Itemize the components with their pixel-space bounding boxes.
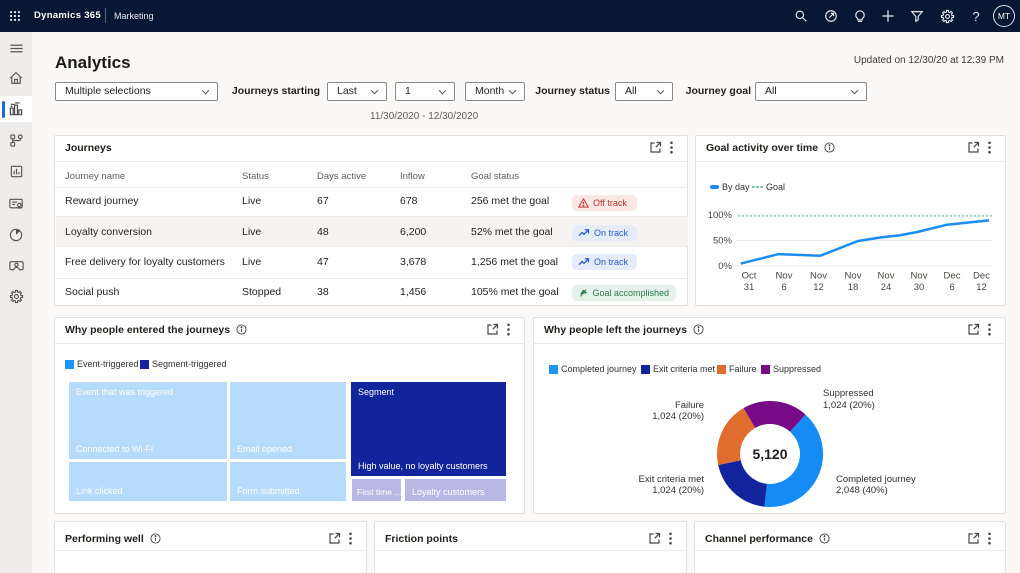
svg-text:31: 31 bbox=[744, 282, 755, 293]
svg-text:18: 18 bbox=[848, 282, 859, 293]
svg-text:0%: 0% bbox=[718, 261, 732, 272]
svg-text:30: 30 bbox=[914, 282, 925, 293]
svg-text:Nov: Nov bbox=[845, 271, 862, 282]
svg-text:Dec: Dec bbox=[973, 271, 990, 282]
svg-text:Nov: Nov bbox=[776, 271, 793, 282]
svg-text:Nov: Nov bbox=[810, 271, 827, 282]
svg-text:24: 24 bbox=[881, 282, 892, 293]
svg-text:6: 6 bbox=[781, 282, 786, 293]
svg-text:Oct: Oct bbox=[742, 271, 757, 282]
svg-text:Nov: Nov bbox=[878, 271, 895, 282]
svg-text:12: 12 bbox=[813, 282, 824, 293]
svg-text:Dec: Dec bbox=[944, 271, 961, 282]
svg-text:100%: 100% bbox=[708, 210, 733, 221]
svg-text:50%: 50% bbox=[713, 236, 733, 247]
svg-text:12: 12 bbox=[976, 282, 987, 293]
svg-text:Nov: Nov bbox=[911, 271, 928, 282]
svg-text:5,120: 5,120 bbox=[752, 446, 787, 462]
svg-text:6: 6 bbox=[949, 282, 954, 293]
